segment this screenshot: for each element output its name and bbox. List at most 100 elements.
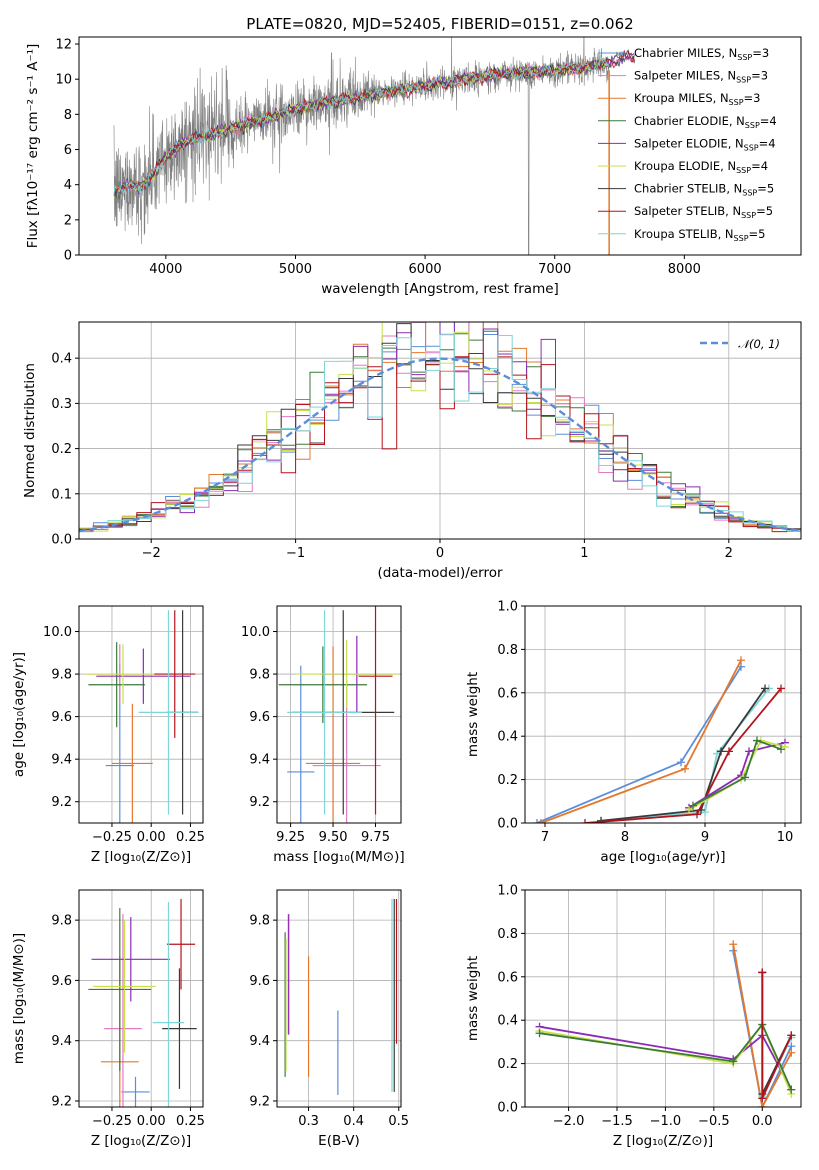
weight-marker bbox=[689, 801, 697, 810]
y-tick-label: 10.0 bbox=[43, 625, 72, 640]
weight-line bbox=[539, 1022, 793, 1090]
y-tick-label: 9.4 bbox=[249, 753, 270, 768]
grid-lines bbox=[79, 606, 203, 823]
x-tick-label: 8 bbox=[621, 830, 629, 845]
weight-marker bbox=[787, 1031, 796, 1040]
weight-marker bbox=[729, 1057, 738, 1066]
y-tick-label: 10 bbox=[55, 73, 72, 88]
weight-marker bbox=[537, 819, 545, 823]
axes-frame bbox=[78, 605, 204, 824]
panel-massweight_vs_Z: −2.0 −1.5 −1.0 −0.5 0.0 0.0 0.2 0.4 0.6 0.8 1.0 Z [… bbox=[465, 884, 802, 1149]
x-tick-label: −0.25 bbox=[92, 830, 132, 845]
weight-marker bbox=[535, 1029, 544, 1038]
weight-marker bbox=[777, 745, 785, 754]
x-tick-label: 9.75 bbox=[361, 830, 390, 845]
legend-label: Kroupa ELODIE, NSSP=4 bbox=[634, 159, 768, 175]
chart-title: PLATE=0820, MJD=52405, FIBERID=0151, z=0… bbox=[246, 15, 633, 33]
weight-marker bbox=[729, 940, 738, 949]
weight-series bbox=[689, 736, 785, 810]
x-tick-label: 9.25 bbox=[276, 830, 305, 845]
weight-marker bbox=[693, 810, 701, 819]
x-tick-label: 0 bbox=[436, 546, 444, 561]
error-bar bbox=[111, 703, 153, 823]
legend-label: Kroupa STELIB, NSSP=5 bbox=[634, 227, 765, 243]
x-tick-label: 2 bbox=[725, 546, 733, 561]
error-bar bbox=[85, 644, 161, 704]
weight-marker bbox=[758, 1103, 767, 1107]
error-bar bbox=[162, 968, 197, 1089]
y-tick-label: 9.8 bbox=[51, 668, 72, 683]
weight-marker bbox=[745, 747, 753, 756]
weight-marker bbox=[753, 736, 761, 745]
x-axis-label: mass [log₁₀(M/M⊙)] bbox=[273, 849, 404, 865]
x-tick-label: 0.25 bbox=[176, 1114, 205, 1129]
x-tick-label: 0.5 bbox=[388, 1114, 409, 1129]
weight-line bbox=[600, 687, 766, 822]
y-tick-label: 9.2 bbox=[249, 795, 270, 810]
error-bar bbox=[278, 646, 368, 724]
x-tick-label: −1 bbox=[286, 546, 305, 561]
y-tick-label: 9.8 bbox=[249, 914, 270, 929]
y-axis-label: age [log₁₀(age/yr)] bbox=[11, 652, 27, 777]
panel-age_vs_mass: 9.25 9.50 9.75 9.2 9.4 9.6 9.8 10.0 mass [log₁₀(… bbox=[241, 605, 405, 865]
plot-area bbox=[535, 940, 796, 1107]
x-axis-label: (data-model)/error bbox=[377, 565, 503, 581]
y-tick-label: 0.2 bbox=[51, 442, 72, 457]
weight-marker bbox=[737, 656, 745, 665]
error-bar bbox=[287, 665, 315, 823]
y-tick-label: 9.8 bbox=[249, 668, 270, 683]
legend-label: Chabrier STELIB, NSSP=5 bbox=[634, 182, 774, 198]
weight-marker bbox=[581, 819, 589, 823]
y-tick-label: 6 bbox=[64, 143, 72, 158]
y-tick-label: 9.2 bbox=[249, 1094, 270, 1109]
weight-series bbox=[597, 684, 769, 823]
error-bar bbox=[295, 640, 398, 709]
weight-marker bbox=[677, 758, 685, 767]
weight-series bbox=[581, 684, 785, 823]
x-tick-label: 5000 bbox=[279, 262, 312, 277]
weight-marker bbox=[741, 773, 749, 782]
weight-line bbox=[584, 687, 782, 823]
weight-marker bbox=[533, 819, 541, 823]
y-axis-label: Flux [fλ10⁻¹⁷ erg cm⁻² s⁻¹ A⁻¹] bbox=[25, 44, 41, 249]
grid-lines bbox=[79, 890, 203, 1107]
legend-label: Chabrier MILES, NSSP=3 bbox=[634, 46, 769, 62]
grid-lines bbox=[277, 890, 401, 1107]
axes-frame bbox=[524, 605, 802, 824]
x-tick-label: 0.4 bbox=[343, 1114, 364, 1129]
x-axis-label: Z [log₁₀(Z/Z⊙)] bbox=[613, 1133, 713, 1149]
y-tick-label: 0.0 bbox=[497, 817, 518, 832]
x-tick-label: 0.00 bbox=[137, 830, 166, 845]
weight-marker bbox=[685, 805, 693, 814]
y-tick-label: 8 bbox=[64, 108, 72, 123]
legend-label: Salpeter MILES, NSSP=3 bbox=[634, 69, 768, 85]
x-tick-label: 0.25 bbox=[176, 830, 205, 845]
x-tick-label: 4000 bbox=[149, 262, 182, 277]
legend-label: Salpeter STELIB, NSSP=5 bbox=[634, 204, 773, 220]
weight-marker bbox=[777, 684, 785, 693]
x-tick-label: 8000 bbox=[668, 262, 701, 277]
x-tick-label: −1.5 bbox=[601, 1114, 633, 1129]
y-tick-label: 9.4 bbox=[249, 1034, 270, 1049]
x-tick-label: 6000 bbox=[409, 262, 442, 277]
y-axis-label: Normed distribution bbox=[22, 363, 38, 498]
plot-area bbox=[88, 899, 197, 1107]
grid-lines bbox=[277, 606, 401, 823]
x-tick-label: 0.3 bbox=[298, 1114, 319, 1129]
error-bar bbox=[93, 920, 156, 1053]
axes-frame bbox=[78, 36, 802, 256]
legend: Chabrier MILES, NSSP=3 Salpeter MILES, NS… bbox=[598, 46, 777, 243]
x-tick-label: 10 bbox=[777, 830, 794, 845]
weight-line bbox=[540, 659, 742, 823]
y-tick-label: 0.6 bbox=[497, 970, 518, 985]
weight-marker bbox=[717, 747, 725, 756]
x-tick-label: 9.50 bbox=[319, 830, 348, 845]
y-tick-label: 9.2 bbox=[51, 1094, 72, 1109]
y-tick-label: 2 bbox=[64, 213, 72, 228]
panel-massweight_vs_age: 7 8 9 10 0.0 0.2 0.4 0.6 0.8 1.0 age [log₁₀(age/yr… bbox=[465, 600, 802, 865]
error-bar bbox=[138, 610, 199, 815]
y-tick-label: 9.6 bbox=[51, 710, 72, 725]
y-tick-label: 0.8 bbox=[497, 643, 518, 658]
legend: 𝒩(0, 1) bbox=[700, 337, 780, 351]
y-tick-label: 9.2 bbox=[51, 795, 72, 810]
